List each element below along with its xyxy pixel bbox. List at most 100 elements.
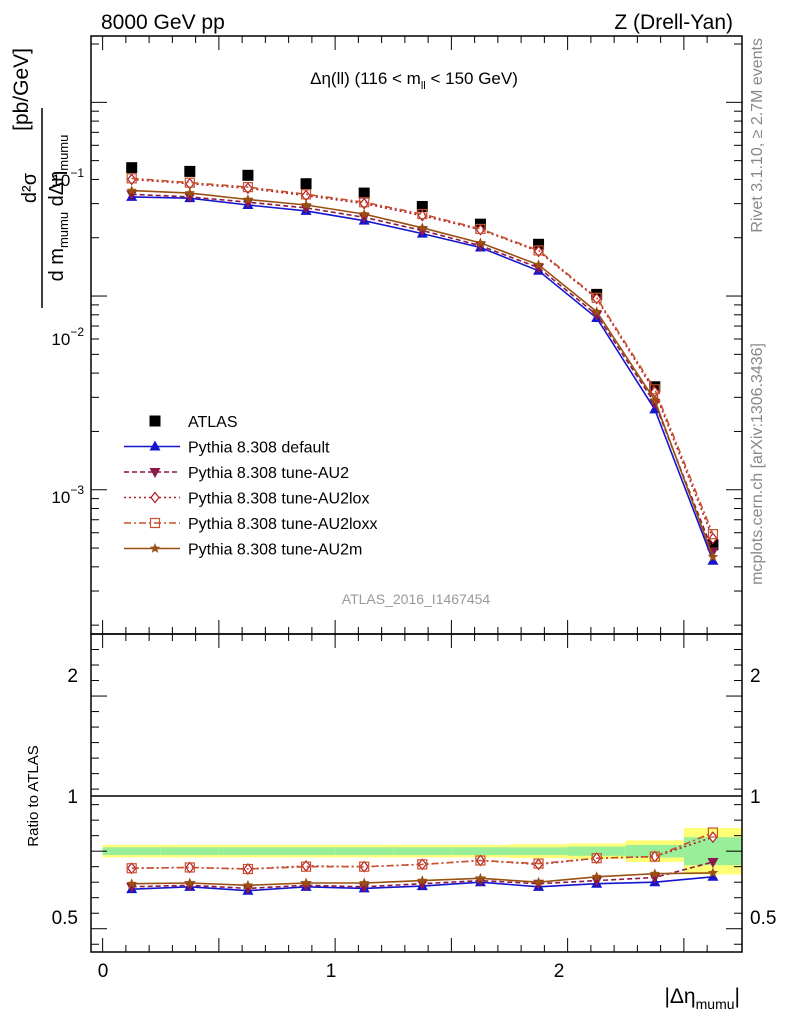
data-point-au2 (126, 190, 138, 201)
ratio-ytick-0.5-right: 0.5 (750, 908, 776, 929)
ratio-point-au2m (242, 879, 254, 890)
ratio-point-au2loxx (475, 855, 486, 866)
data-point-au2m (300, 199, 312, 210)
ylabel-den-sub: mumu (56, 212, 71, 248)
data-point-data (358, 187, 370, 199)
ratio-ytick-labels: 2 1 0.5 2 1 0.5 (52, 666, 777, 929)
data-point-au2m (417, 222, 428, 233)
data-point-au2 (358, 213, 370, 224)
ytick-label-0.01: 10−2 (51, 325, 84, 349)
legend-marker-au2lox (150, 491, 160, 504)
ratio-point-au2 (358, 882, 370, 893)
ratio-point-au2 (126, 882, 138, 893)
ytick-exp: −1 (70, 166, 84, 180)
xaxis-label: |Δηmumu| (664, 985, 740, 1012)
analysis-watermark: ATLAS_2016_I1467454 (342, 591, 491, 607)
legend-marker-au2loxx (149, 517, 161, 529)
ratio-point-au2m (475, 872, 486, 883)
ytick-base: 10 (51, 330, 70, 349)
series-line-au2 (131, 193, 714, 552)
ratio-point-au2loxx (184, 862, 195, 873)
data-point-au2 (300, 203, 312, 214)
band-green-bin (451, 847, 510, 856)
legend-marker-au2m (149, 543, 161, 553)
data-point-au2m (707, 551, 719, 562)
data-point-au2loxx (300, 189, 312, 200)
header-right: Z (Drell-Yan) (614, 11, 733, 34)
legend-marker-data (149, 415, 161, 427)
band-green-bin (277, 847, 336, 856)
ylabel-unit: [pb/GeV] (10, 48, 33, 131)
data-point-au2loxx (591, 292, 602, 303)
data-point-au2loxx (242, 182, 254, 193)
data-point-data (242, 169, 254, 181)
ytick-base: 10 (51, 488, 70, 507)
data-point-au2loxx (417, 208, 428, 220)
data-point-data (416, 200, 428, 212)
band-green-bin (218, 847, 277, 856)
ratio-series-layer (126, 827, 719, 895)
ratio-point-au2loxx (707, 827, 719, 838)
ratio-ytick-2: 2 (67, 666, 78, 687)
main-plot-title: Δη(ll) (116 < mll < 150 GeV) (310, 69, 518, 92)
ratio-point-au2 (591, 876, 603, 887)
legend-entry-au2loxx: Pythia 8.308 tune-AU2loxx (124, 516, 377, 533)
xlabel-sub: mumu (696, 996, 735, 1012)
main-ylabel: [pb/GeV] d²σ d mmumu dΔηmumu (10, 48, 71, 308)
title-tail: < 150 GeV) (426, 69, 518, 88)
ratio-ytick-0.5: 0.5 (52, 908, 78, 929)
data-point-au2lox (417, 209, 428, 222)
ratio-point-au2 (707, 858, 719, 869)
data-point-default (707, 554, 719, 565)
band-green-bin (567, 846, 626, 856)
legend-label-data: ATLAS (188, 414, 238, 431)
ratio-series-au2loxx (126, 827, 719, 875)
data-point-au2m (242, 194, 254, 204)
data-point-au2 (242, 198, 254, 209)
band-green-bin (160, 847, 219, 856)
ratio-point-au2loxx (417, 859, 428, 870)
ytick-exp: −3 (70, 483, 84, 497)
ratio-point-au2loxx (649, 851, 660, 862)
ytick-base: 10 (51, 171, 70, 190)
data-point-au2loxx (359, 197, 370, 208)
ylabel-den2: dΔη (46, 171, 68, 212)
ylabel-den2-sub: mumu (56, 135, 71, 171)
series-au2loxx (126, 173, 719, 540)
data-point-au2m (591, 306, 602, 317)
data-point-au2loxx (475, 223, 486, 235)
band-green-bin (509, 847, 568, 856)
legend-label-au2lox: Pythia 8.308 tune-AU2lox (188, 491, 369, 508)
ratio-point-au2loxx (359, 861, 370, 872)
ratio-point-au2loxx (300, 861, 312, 872)
data-point-au2loxx (533, 245, 544, 256)
series-default (126, 190, 719, 565)
data-point-au2lox (126, 173, 137, 186)
legend-entry-default: Pythia 8.308 default (124, 440, 330, 457)
data-point-au2loxx (184, 177, 195, 188)
data-point-au2 (184, 192, 196, 203)
data-point-data (707, 539, 719, 551)
data-point-au2m (184, 187, 195, 198)
ratio-point-au2 (242, 884, 254, 895)
legend-label-au2m: Pythia 8.308 tune-AU2m (188, 542, 362, 559)
ratio-point-au2m (649, 868, 660, 879)
band-green-bin (102, 847, 161, 856)
ratio-point-au2m (126, 878, 137, 889)
legend-entry-au2: Pythia 8.308 tune-AU2 (124, 465, 349, 482)
data-point-au2 (591, 310, 603, 321)
legend-label-default: Pythia 8.308 default (188, 440, 330, 457)
legend-entry-au2lox: Pythia 8.308 tune-AU2lox (124, 491, 369, 508)
ratio-point-au2loxx (242, 863, 254, 875)
data-point-au2loxx (126, 173, 137, 184)
ratio-point-au2m (533, 876, 544, 887)
data-point-au2m (475, 237, 486, 248)
data-point-au2m (649, 394, 660, 405)
legend-label-au2: Pythia 8.308 tune-AU2 (188, 465, 349, 482)
xlabel-main: |Δη (664, 985, 695, 1008)
xtick-label-1: 1 (326, 961, 337, 982)
legend-marker-au2 (149, 468, 161, 478)
xlabel-tail: | (735, 985, 740, 1008)
ratio-point-au2 (649, 873, 661, 884)
